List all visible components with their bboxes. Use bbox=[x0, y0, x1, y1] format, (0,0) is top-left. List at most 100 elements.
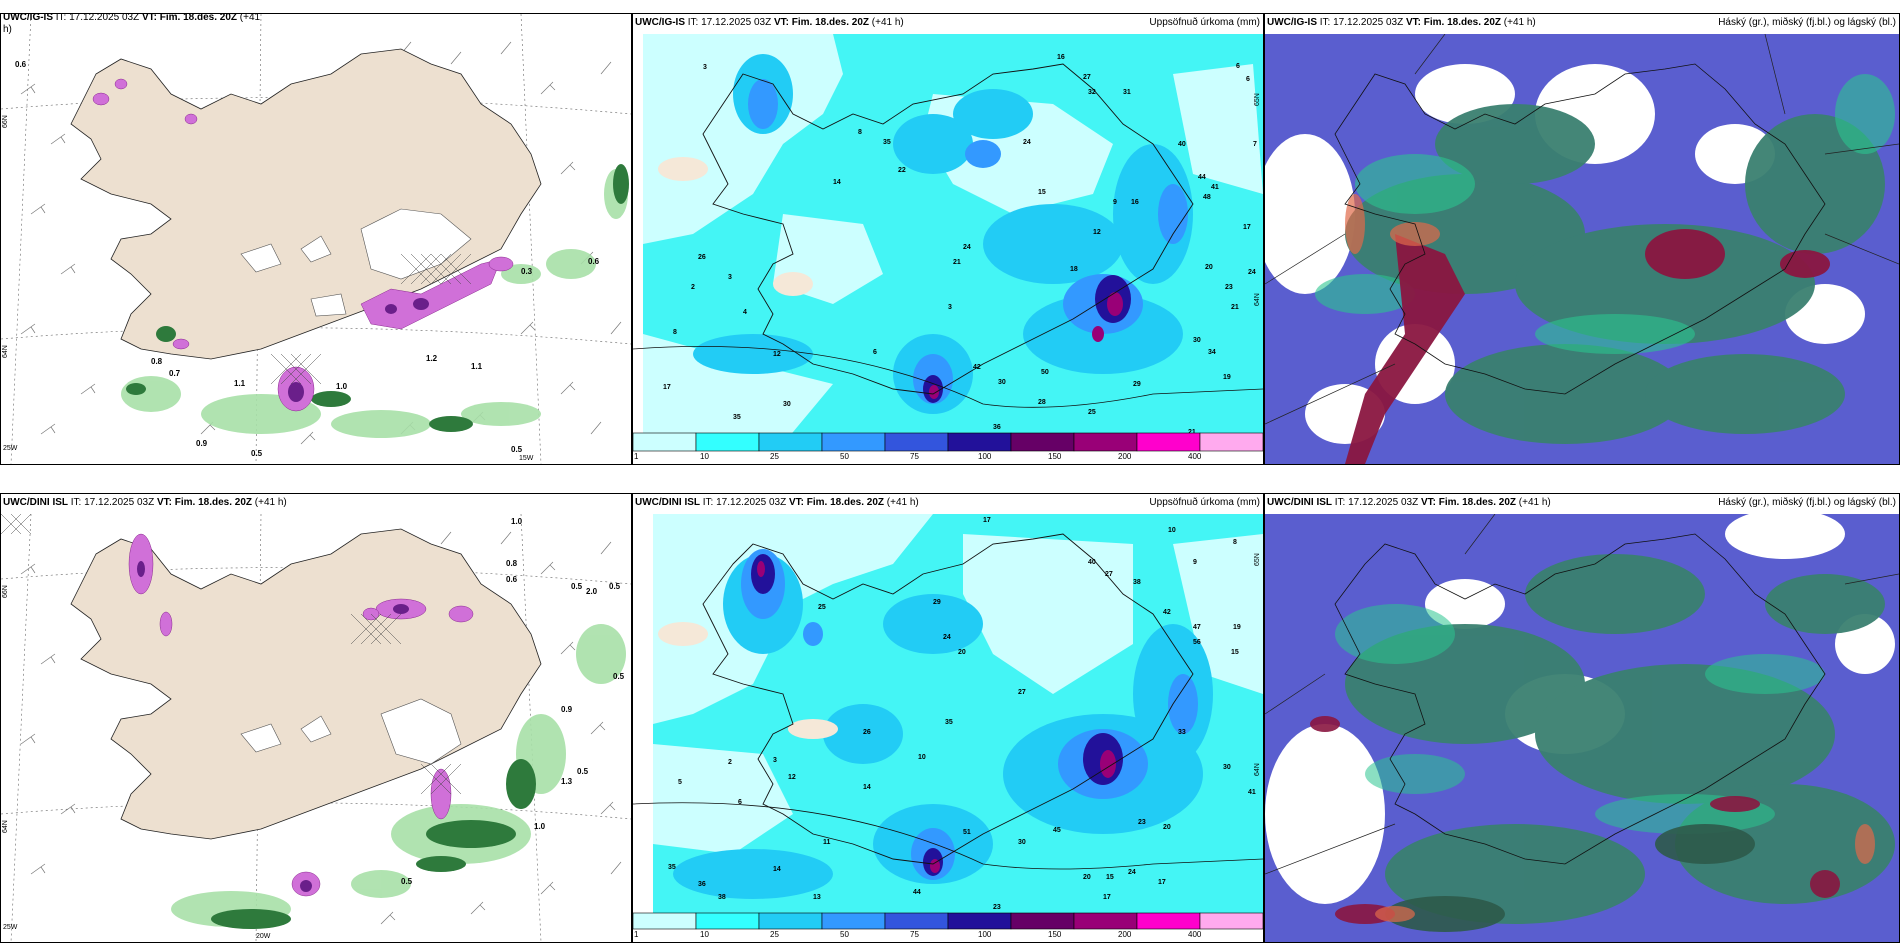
valid-time: Fim. 18.des. 20Z bbox=[174, 497, 253, 508]
panel-header: UWC/IG-IS IT: 17.12.2025 03Z VT: Fim. 18… bbox=[1267, 17, 1536, 29]
accum-label: 18 bbox=[1070, 266, 1078, 273]
init-time: IT: 17.12.2025 03Z bbox=[1334, 497, 1419, 508]
accum-label: 3 bbox=[948, 304, 952, 311]
colorbar-swatch bbox=[758, 432, 823, 452]
accum-label: 10 bbox=[918, 754, 926, 761]
accum-label: 21 bbox=[953, 259, 961, 266]
accum-label: 4 bbox=[743, 309, 747, 316]
accum-label: 6 bbox=[738, 799, 742, 806]
accum-label: 29 bbox=[933, 599, 941, 606]
wind-barbs bbox=[20, 531, 622, 925]
accum-label: 20 bbox=[1163, 824, 1171, 831]
axis-label-lat: 64N bbox=[1254, 763, 1261, 776]
accum-label: 33 bbox=[1178, 729, 1186, 736]
accum-label: 41 bbox=[1211, 184, 1219, 191]
axis-label-lat: 65N bbox=[1254, 553, 1261, 566]
accum-label: 15 bbox=[1231, 649, 1239, 656]
precip-label: 1.0 bbox=[336, 382, 348, 391]
model-name: UWC/IG-IS bbox=[1267, 17, 1317, 28]
accum-label: 35 bbox=[668, 864, 676, 871]
lead-time: (+41 h) bbox=[254, 497, 287, 508]
map-bottom-left: 0.5 0.5 0.5 1.0 0.6 0.8 0.9 1.3 0.5 0.5 … bbox=[1, 514, 631, 942]
accum-label: 27 bbox=[1083, 74, 1091, 81]
accum-label: 9 bbox=[1113, 199, 1117, 206]
colorbar-swatch bbox=[947, 912, 1012, 930]
map-top-left: 0.6 1.1 0.8 1.0 0.9 0.5 0.7 0.5 0.6 1.1 … bbox=[1, 14, 631, 464]
accum-label: 17 bbox=[1243, 224, 1251, 231]
accum-label: 3 bbox=[773, 757, 777, 764]
accum-label: 38 bbox=[1133, 579, 1141, 586]
colorbar-label: 75 bbox=[910, 930, 919, 939]
accum-label: 16 bbox=[1131, 199, 1139, 206]
accum-label: 23 bbox=[1138, 819, 1146, 826]
accum-label: 28 bbox=[1038, 399, 1046, 406]
precip-label: 0.5 bbox=[511, 445, 523, 454]
accum-label: 6 bbox=[1246, 76, 1250, 83]
valid-time: Fim. 18.des. 20Z bbox=[791, 17, 870, 28]
accum-label: 35 bbox=[733, 414, 741, 421]
panel-bottom-mid: UWC/DINI ISL IT: 17.12.2025 03Z VT: Fim.… bbox=[632, 493, 1264, 943]
accum-label: 51 bbox=[963, 829, 971, 836]
accum-label: 45 bbox=[1053, 827, 1061, 834]
precip-label: 0.6 bbox=[506, 575, 518, 584]
field-title: Háský (gr.), miðský (fj.bl.) og lágský (… bbox=[1718, 17, 1896, 28]
colorbar-swatch bbox=[1199, 432, 1263, 452]
colorbar-label: 150 bbox=[1048, 452, 1062, 461]
field-title: Háský (gr.), miðský (fj.bl.) og lágský (… bbox=[1718, 497, 1896, 508]
accum-label: 30 bbox=[783, 401, 791, 408]
axis-label-lat: 64N bbox=[2, 345, 9, 358]
accum-label: 40 bbox=[1088, 559, 1096, 566]
axis-label-lat: 65N bbox=[1254, 93, 1261, 106]
colorbar-label: 150 bbox=[1048, 930, 1062, 939]
accum-label: 12 bbox=[1093, 229, 1101, 236]
colorbar-label: 400 bbox=[1188, 930, 1202, 939]
precip-label: 0.7 bbox=[169, 369, 181, 378]
precip-label: 1.2 bbox=[426, 354, 438, 363]
precip-label: 1.0 bbox=[534, 822, 546, 831]
precip-label: 1.3 bbox=[561, 777, 573, 786]
accum-label: 21 bbox=[1231, 304, 1239, 311]
colorbar-label: 25 bbox=[770, 930, 779, 939]
accum-label: 44 bbox=[1198, 174, 1206, 181]
map-top-right bbox=[1265, 34, 1899, 464]
field-title: Uppsöfnuð úrkoma (mm) bbox=[1149, 497, 1260, 508]
accum-label: 3 bbox=[728, 274, 732, 281]
accum-label: 24 bbox=[943, 634, 951, 641]
panel-top-left: 0.6 1.1 0.8 1.0 0.9 0.5 0.7 0.5 0.6 1.1 … bbox=[0, 13, 632, 465]
coastline bbox=[702, 63, 1194, 395]
valid-time: Fim. 18.des. 20Z bbox=[159, 13, 238, 23]
accum-label: 30 bbox=[1018, 839, 1026, 846]
accum-label: 22 bbox=[898, 167, 906, 174]
precip-label: 0.5 bbox=[571, 582, 583, 591]
colorbar-swatch bbox=[1199, 912, 1263, 930]
accum-label: 35 bbox=[883, 139, 891, 146]
accum-label: 48 bbox=[1203, 194, 1211, 201]
accum-label: 17 bbox=[663, 384, 671, 391]
precip-label: 1.1 bbox=[234, 379, 246, 388]
axis-label-lon: 25W bbox=[3, 445, 18, 452]
accum-label: 36 bbox=[993, 424, 1001, 431]
accum-label: 29 bbox=[1133, 381, 1141, 388]
accum-label: 6 bbox=[873, 349, 877, 356]
precip-label: 0.5 bbox=[613, 672, 625, 681]
axis-label-lat: 64N bbox=[1254, 293, 1261, 306]
accum-label: 15 bbox=[1038, 189, 1046, 196]
axis-label-lon: 20W bbox=[256, 933, 271, 940]
accum-label: 30 bbox=[1193, 337, 1201, 344]
colorbar-label: 1 bbox=[634, 452, 639, 461]
colorbar-swatch bbox=[1136, 432, 1201, 452]
colorbar-label: 75 bbox=[910, 452, 919, 461]
precip-label: 0.5 bbox=[609, 582, 621, 591]
accum-label: 38 bbox=[718, 894, 726, 901]
accum-label: 14 bbox=[833, 179, 841, 186]
accum-label: 8 bbox=[1233, 539, 1237, 546]
colorbar-swatch bbox=[1010, 432, 1075, 452]
accum-label: 24 bbox=[1248, 269, 1256, 276]
accum-label: 31 bbox=[1123, 89, 1131, 96]
valid-label: VT: bbox=[1405, 17, 1421, 28]
colorbar-swatches bbox=[633, 912, 1263, 930]
accum-label: 25 bbox=[818, 604, 826, 611]
colorbar-label: 50 bbox=[840, 930, 849, 939]
precip-label: 0.8 bbox=[506, 559, 518, 568]
accum-label: 30 bbox=[998, 379, 1006, 386]
